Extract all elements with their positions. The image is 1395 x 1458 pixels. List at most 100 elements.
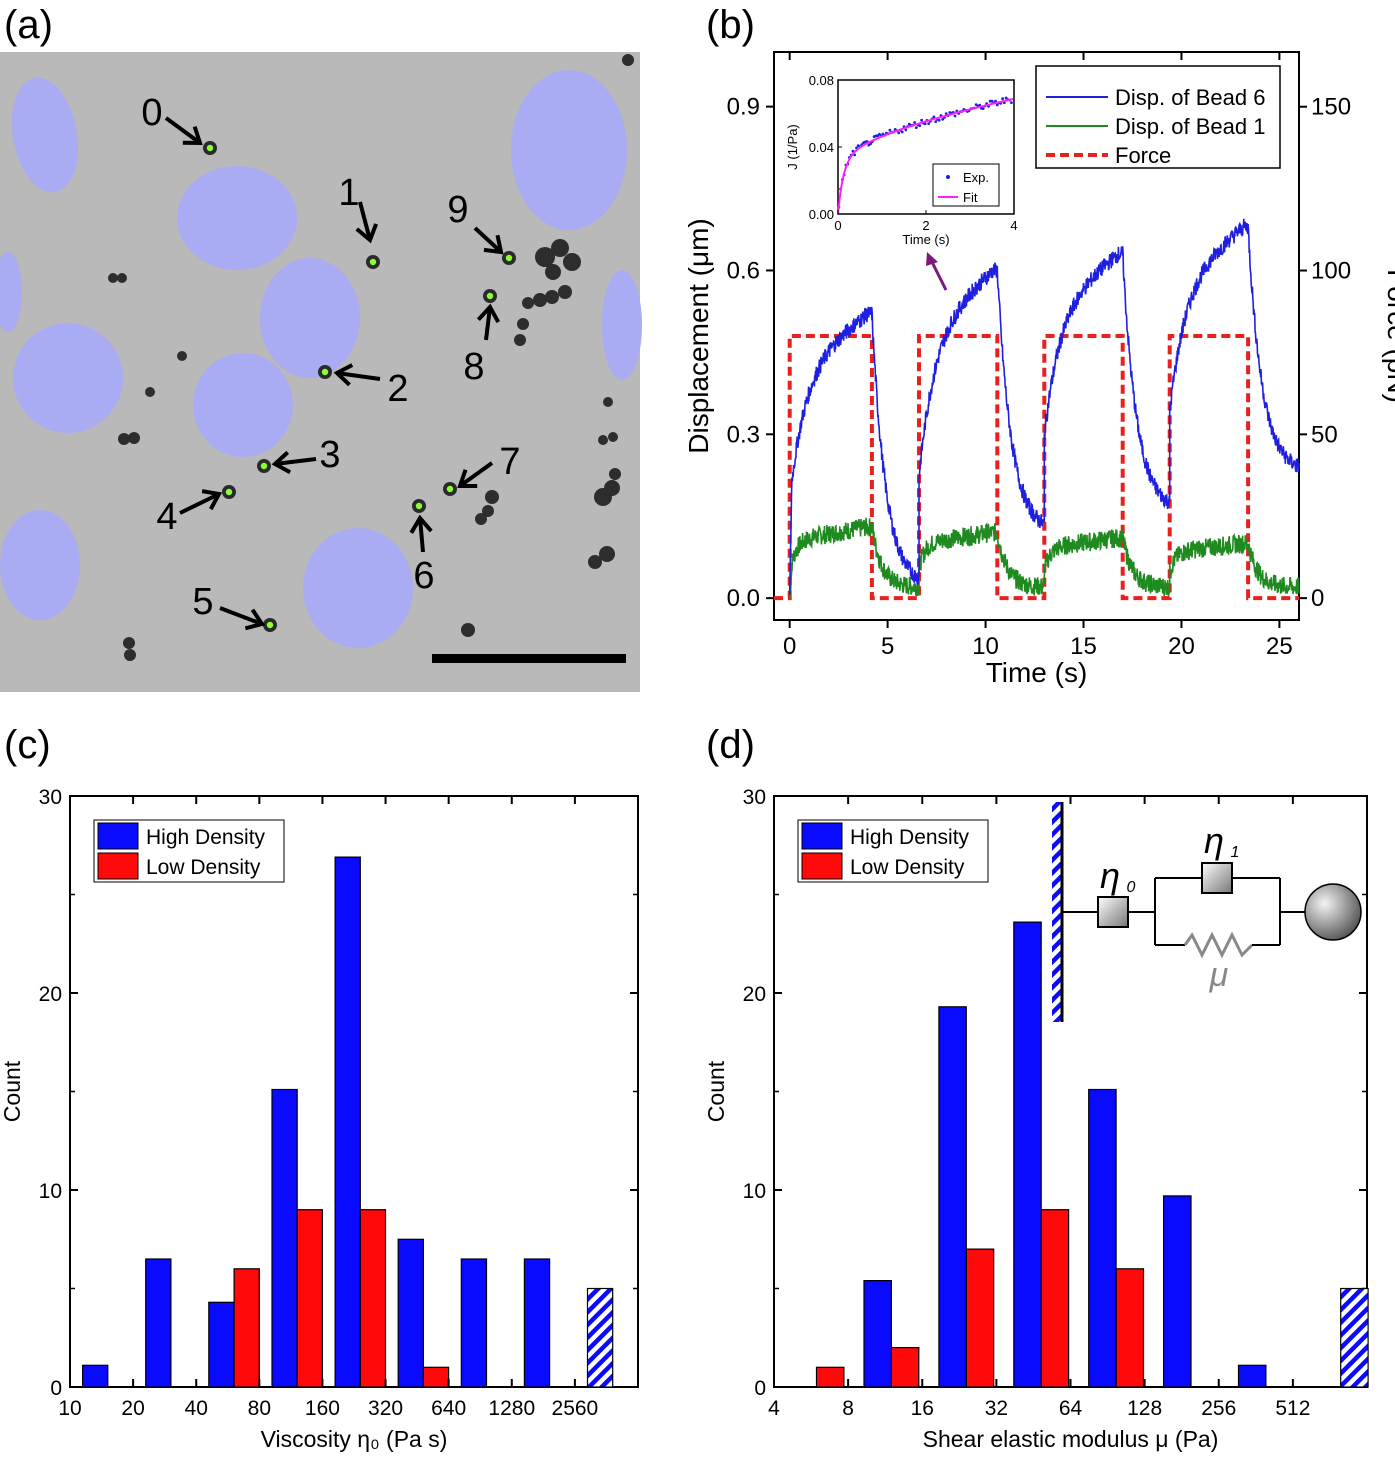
inset-exp-point	[1004, 96, 1008, 100]
bead-label-1: 1	[338, 172, 359, 214]
bead-arrowhead-7	[457, 469, 478, 489]
debris-particle	[517, 318, 529, 330]
y-tick-label: 30	[743, 786, 766, 809]
y2-tick-label-b: 150	[1311, 94, 1351, 121]
bar-low-density	[1115, 1268, 1145, 1388]
inset-y-tick-label: 0.04	[809, 140, 834, 155]
x-tick-label: 16	[911, 1397, 934, 1420]
inset-exp-point	[914, 126, 918, 129]
x-tick-label-b: 25	[1266, 633, 1293, 660]
inset-exp-point	[995, 103, 999, 107]
bead-core-9	[505, 254, 513, 262]
cell-nucleus	[0, 510, 80, 620]
y-axis-label: Count	[703, 1060, 729, 1122]
x-tick-label: 512	[1275, 1397, 1310, 1420]
inset-x-tick-label: 4	[1010, 218, 1017, 233]
bar-high-density	[1340, 1287, 1369, 1388]
debris-particle	[598, 435, 608, 445]
debris-particle	[545, 290, 559, 304]
inset-exp-point	[937, 118, 941, 122]
bead-label-5: 5	[192, 581, 213, 623]
inset-legend-exp-label: Exp.	[963, 170, 989, 185]
x-tick-label: 4	[768, 1397, 780, 1420]
beads-group: 0 1 2 3 4 5 6 7 8 9	[141, 92, 521, 632]
bar-high-density	[208, 1301, 235, 1388]
bead-arrowhead-3	[271, 450, 292, 474]
legend-swatch-low	[801, 852, 843, 880]
x-tick-label: 80	[248, 1397, 271, 1420]
panel-c-chart: 10 20 40 80 160 320 640 1280 25600102030Viscosit…	[0, 786, 639, 1452]
bead-arrow-9	[473, 226, 503, 254]
debris-particle	[123, 637, 135, 649]
y2-tick-label-b: 100	[1311, 258, 1351, 285]
debris-particle	[128, 432, 140, 444]
inset-exp-point	[923, 122, 927, 126]
cell-nucleus	[511, 70, 627, 230]
cell-nucleus	[11, 77, 79, 193]
debris-particle	[482, 505, 494, 517]
x-tick-label: 20	[121, 1397, 144, 1420]
bar-high-density	[271, 1088, 298, 1388]
x-tick-label-b: 5	[881, 633, 894, 660]
debris-particle	[608, 432, 618, 442]
legend-swatch-high	[801, 822, 843, 850]
x-tick-label: 1280	[488, 1397, 535, 1420]
inset-y-axis-label: J (1/Pa)	[785, 124, 800, 170]
x-tick-label: 160	[305, 1397, 340, 1420]
debris-particle	[461, 623, 475, 637]
bead-arrow-2	[336, 371, 381, 381]
bar-low-density	[422, 1366, 450, 1388]
panel-a-label: (a)	[4, 3, 53, 47]
bead-arrowhead-8	[476, 303, 500, 324]
bar-low-density	[815, 1366, 845, 1388]
bead-arrowhead-5	[244, 608, 266, 631]
y-tick-label: 20	[743, 983, 766, 1006]
bar-low-density	[233, 1268, 260, 1388]
legend-box-b	[1035, 65, 1281, 169]
debris-particle	[533, 293, 547, 307]
inset-x-axis-label: Time (s)	[902, 232, 949, 247]
inset-legend-exp-marker	[946, 175, 950, 179]
bead-sphere	[1304, 883, 1362, 941]
y-tick-label-b: 0.9	[727, 94, 760, 121]
x-tick-label: 128	[1127, 1397, 1162, 1420]
x-tick-label-b: 20	[1168, 633, 1195, 660]
bead-label-4: 4	[156, 496, 177, 538]
debris-particle	[622, 54, 634, 66]
inset-exp-point	[932, 115, 936, 119]
wall-hatch	[1052, 802, 1061, 1022]
inset-pointer-arrowhead	[926, 252, 938, 266]
x-tick-label: 256	[1201, 1397, 1236, 1420]
debris-particle	[604, 480, 620, 496]
bead-arrowhead-1	[355, 223, 378, 244]
inset-pointer-arrow	[930, 261, 948, 291]
legend-label-b-1: Disp. of Bead 1	[1115, 114, 1265, 139]
legend-swatch-high	[97, 822, 139, 850]
cell-nucleus	[193, 353, 293, 457]
inset-exp-point	[981, 107, 985, 110]
bead-arrowhead-9	[483, 234, 504, 255]
cell-nucleus	[260, 258, 360, 378]
debris-particle	[558, 285, 572, 299]
legend-label-b-0: Disp. of Bead 6	[1115, 85, 1265, 110]
bar-low-density	[965, 1248, 995, 1388]
debris-particle	[108, 273, 118, 283]
x-axis-label: Shear elastic modulus μ (Pa)	[923, 1426, 1219, 1452]
bar-high-density	[334, 856, 361, 1388]
bead1-series-line	[788, 517, 1300, 599]
bar-low-density	[890, 1346, 920, 1388]
microscopy-image: 0 1 2 3 4 5 6 7 8 9	[0, 52, 642, 692]
bead-label-2: 2	[387, 368, 408, 410]
bead-label-8: 8	[463, 346, 484, 388]
eta0-subscript: 0	[1127, 879, 1136, 896]
plot-frame-panel-d	[773, 795, 1368, 1388]
panel-b-label: (b)	[706, 3, 755, 47]
bead-core-0	[206, 144, 214, 152]
bar-low-density	[1040, 1209, 1070, 1388]
legend-label-high: High Density	[850, 826, 970, 849]
x-tick-label-b: 10	[972, 633, 999, 660]
bead-arrowhead-6	[409, 514, 433, 534]
y-tick-label-b: 0.6	[727, 257, 760, 284]
bar-low-density	[359, 1209, 387, 1388]
y-axis-label: Count	[0, 1060, 25, 1122]
